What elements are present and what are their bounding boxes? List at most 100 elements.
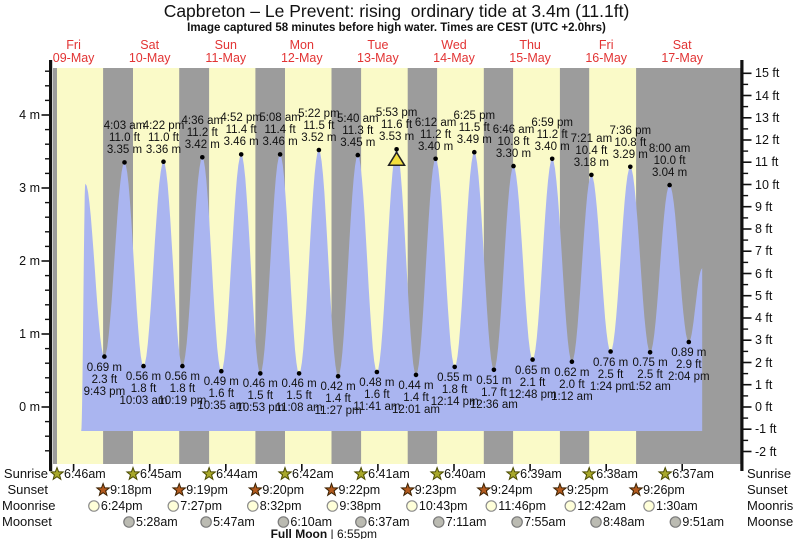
day-weekday: Mon	[289, 38, 314, 52]
y-axis-left-major-tick	[41, 114, 50, 116]
tide-point-dot	[394, 147, 399, 152]
moonrise-time: 12:42am	[577, 499, 626, 513]
moonrise-time: 9:38pm	[339, 499, 382, 513]
y-axis-right-minor-tick	[743, 439, 749, 442]
day-date: 13-May	[357, 50, 399, 65]
tide-high-label: 4:36 am 11.2 ft 3.42 m	[182, 115, 224, 151]
y-axis-left-minor-tick	[45, 289, 50, 291]
y-axis-left-minor-tick	[45, 99, 50, 102]
moonset-icon	[669, 516, 682, 528]
tide-label-line: 11:08 am	[275, 402, 323, 415]
tide-label-line: 11.3 ft	[342, 125, 374, 138]
tide-high-label: 6:46 am 10.8 ft 3.30 m	[493, 124, 535, 160]
tide-label-line: 3.42 m	[184, 139, 220, 152]
tide-point-dot	[686, 339, 692, 345]
tide-point-dot	[180, 363, 185, 369]
tide-label-line: 11.5 ft	[458, 122, 490, 135]
y-axis-left-minor-tick	[45, 318, 50, 321]
y-axis-right-major-tick	[743, 94, 752, 97]
y-axis-left-minor-tick	[45, 450, 50, 452]
tide-point-dot	[530, 357, 535, 362]
tide-high-label: 4:52 pm 11.4 ft 3.46 m	[220, 112, 262, 148]
tide-label-line: 1.4 ft	[325, 393, 351, 406]
moonset-time: 8:48am	[603, 515, 645, 529]
tide-high-label: 4:03 am 11.0 ft 3.35 m	[104, 120, 146, 156]
moonrise-icon	[88, 500, 100, 512]
row-label-moonrise-left: Moonrise	[2, 498, 56, 513]
sunrise-time: 6:41am	[368, 467, 410, 481]
day-weekday: Sat	[140, 38, 160, 52]
row-label-moonrise-right: Moonrise	[747, 498, 793, 513]
sunrise-icon	[49, 466, 65, 481]
moonrise-time: 10:43pm	[418, 499, 468, 513]
tide-point-dot	[569, 359, 575, 365]
day-weekday: Tue	[367, 38, 389, 52]
tide-point-dot	[549, 156, 555, 162]
y-axis-right-label: -1 ft	[755, 422, 777, 437]
full-moon-label: Full Moon	[270, 527, 328, 539]
tide-label-line: 10:03 am	[119, 395, 168, 408]
day-label: Tue 13-May	[357, 39, 399, 64]
day-label: Thu 15-May	[509, 39, 551, 64]
y-axis-right-major-tick	[743, 205, 752, 208]
current-time-marker	[387, 150, 406, 167]
tide-high-label: 6:59 pm 11.2 ft 3.40 m	[531, 117, 573, 153]
day-weekday: Fri	[598, 38, 614, 52]
sunrise-icon	[581, 466, 597, 481]
tide-label-line: 0.55 m	[437, 371, 473, 384]
y-axis-right-minor-tick	[743, 217, 749, 219]
tide-label-line: 1.5 ft	[286, 390, 312, 403]
tide-label-line: 6:59 pm	[531, 116, 573, 129]
row-label-sunset-left: Sunset	[7, 482, 48, 497]
y-axis-right-minor-tick	[743, 150, 749, 152]
y-axis-right-minor-tick	[743, 261, 749, 264]
tide-low-label: 0.89 m 2.9 ft 2:04 pm	[668, 347, 710, 383]
moonset-icon	[123, 516, 135, 528]
tide-label-line: 11.6 ft	[381, 119, 413, 132]
tide-label-line: 3.52 m	[301, 132, 337, 144]
y-axis-right-label: -2 ft	[755, 444, 777, 459]
sunrise-time: 6:45am	[140, 467, 182, 481]
day-label: Sun 11-May	[205, 39, 246, 64]
tide-label-line: 0.42 m	[320, 381, 356, 394]
tide-label-line: 6:46 am	[492, 124, 535, 137]
y-axis-right-label: 2 ft	[755, 355, 773, 370]
sunrise-time: 6:38am	[596, 467, 638, 481]
day-date: 14-May	[433, 50, 475, 65]
sunset-time: 9:26pm	[643, 483, 685, 497]
moonrise-icon	[247, 500, 259, 512]
y-axis-left-major-tick	[41, 260, 50, 262]
tide-point-dot	[511, 163, 516, 169]
tide-label-line: 3.18 m	[573, 156, 609, 169]
day-weekday: Fri	[66, 38, 81, 52]
tide-point-dot	[161, 159, 166, 164]
tide-label-line: 0.44 m	[398, 379, 434, 392]
y-axis-right-major-tick	[743, 450, 752, 453]
tide-label-line: 0.48 m	[359, 377, 395, 389]
sunrise-icon	[429, 466, 445, 481]
tide-label-line: 11.2 ft	[420, 128, 452, 141]
tide-point-dot	[355, 152, 361, 158]
tide-point-dot	[277, 152, 283, 157]
y-axis-left-major-tick	[41, 333, 50, 335]
y-axis-right-label: 10 ft	[755, 177, 780, 192]
y-axis-left-minor-tick	[45, 143, 50, 145]
y-axis-left-minor-tick	[45, 274, 50, 277]
day-label: Mon 12-May	[281, 39, 323, 64]
sunrise-time: 6:46am	[64, 467, 106, 481]
moonset-time: 6:10am	[290, 515, 333, 529]
tide-label-line: 1.7 ft	[481, 386, 507, 399]
y-axis-right-label: 5 ft	[755, 288, 773, 303]
tide-label-line: 2.5 ft	[597, 368, 624, 381]
x-axis-day-tick	[377, 464, 379, 471]
tide-high-label: 5:53 pm 11.6 ft 3.53 m	[376, 107, 418, 143]
y-axis-left-minor-tick	[45, 216, 50, 218]
y-axis-right-major-tick	[743, 428, 752, 430]
tide-label-line: 4:52 pm	[220, 112, 262, 125]
y-axis-left-minor-tick	[45, 70, 50, 72]
chart-title: Capbreton – Le Prevent: rising ordinary …	[163, 1, 630, 21]
tide-label-line: 4:22 pm	[142, 119, 185, 132]
y-axis-right-label: 3 ft	[755, 333, 773, 348]
sunrise-time: 6:39am	[520, 467, 562, 481]
